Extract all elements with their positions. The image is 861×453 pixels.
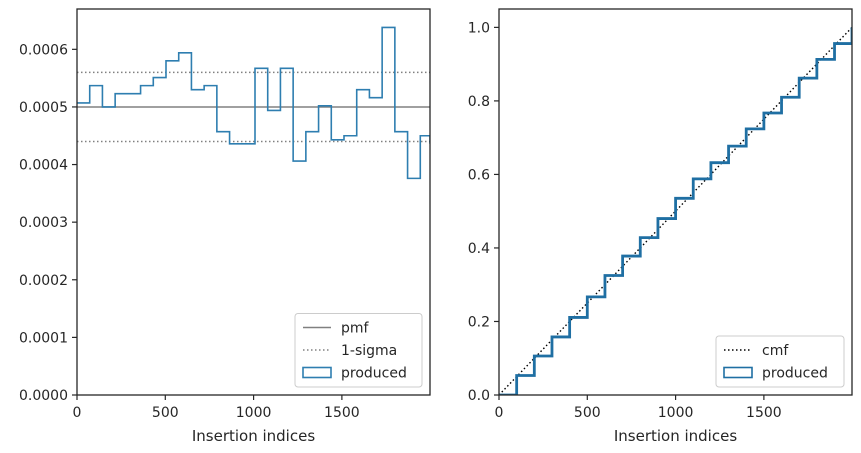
legend-box bbox=[294, 313, 423, 388]
y-tick-label: 0.0006 bbox=[19, 42, 68, 58]
produced-histogram-steps bbox=[77, 26, 430, 180]
y-tick-label: 0.2 bbox=[468, 314, 490, 330]
x-tick-label: 1000 bbox=[658, 405, 694, 421]
x-tick-label: 1500 bbox=[746, 405, 782, 421]
x-tick-label: 0 bbox=[73, 405, 82, 421]
legend-label: produced bbox=[762, 366, 828, 382]
y-tick-label: 1.0 bbox=[468, 20, 490, 36]
y-tick-label: 0.4 bbox=[468, 241, 490, 257]
x-tick-label: 0 bbox=[495, 405, 504, 421]
right-cumulative-panel: 0 500 1000 1500 0.0 0.2 0.4 0.6 0.8 1.0 Insertion … bbox=[468, 8, 853, 445]
y-tick-label: 0.6 bbox=[468, 167, 490, 183]
legend-box bbox=[715, 335, 845, 388]
x-tick-label: 1500 bbox=[324, 405, 360, 421]
legend-label: cmf bbox=[762, 343, 789, 359]
y-tick-label: 0.0000 bbox=[19, 388, 68, 404]
y-tick-label: 0.0004 bbox=[19, 158, 68, 174]
x-axis-label: Insertion indices bbox=[614, 427, 737, 445]
y-tick-label: 0.0001 bbox=[19, 330, 68, 346]
x-axis-label: Insertion indices bbox=[192, 427, 315, 445]
y-tick-label: 0.0005 bbox=[19, 100, 68, 116]
legend-label: produced bbox=[341, 366, 407, 382]
plot-area bbox=[77, 26, 430, 180]
y-tick-label: 0.8 bbox=[468, 94, 490, 110]
produced-cumulative-line bbox=[499, 27, 852, 395]
left-histogram-panel: 0 500 1000 1500 0.0000 0.0001 0.0002 0.0003 0.00… bbox=[19, 8, 431, 445]
legend: pmf 1-sigma produced bbox=[294, 313, 423, 388]
y-tick-label: 0.0003 bbox=[19, 215, 68, 231]
y-tick-label: 0.0 bbox=[468, 388, 490, 404]
plot-area bbox=[499, 26, 852, 395]
x-tick-label: 500 bbox=[152, 405, 179, 421]
legend-swatch-produced bbox=[302, 366, 332, 379]
y-tick-label: 0.0002 bbox=[19, 273, 68, 289]
legend-label: pmf bbox=[341, 321, 370, 337]
legend-swatch-produced bbox=[723, 366, 753, 379]
x-tick-label: 1000 bbox=[236, 405, 272, 421]
legend-label: 1-sigma bbox=[341, 343, 397, 359]
x-tick-label: 500 bbox=[574, 405, 601, 421]
legend: cmf produced bbox=[715, 335, 845, 388]
cmf-line bbox=[499, 26, 852, 395]
